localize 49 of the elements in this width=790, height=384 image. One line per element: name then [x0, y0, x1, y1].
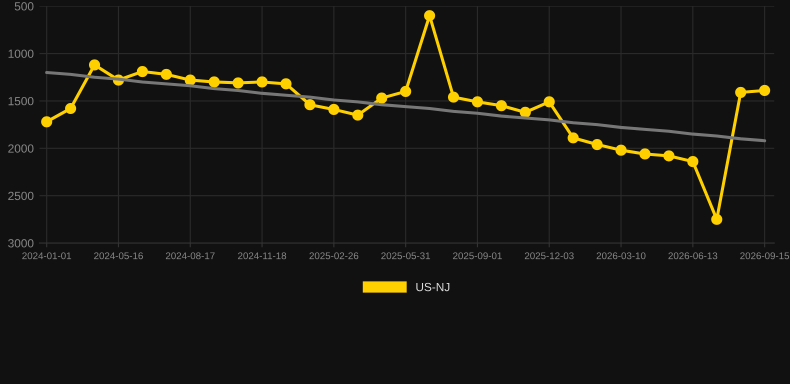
point: [184, 74, 196, 86]
point: [424, 10, 436, 22]
y-tick-label: 500: [14, 2, 34, 11]
x-tick-label: 2025-12-03: [524, 252, 574, 260]
point: [711, 214, 722, 225]
x-tick-label: 2024-11-18: [238, 252, 286, 260]
point: [615, 144, 627, 156]
point: [88, 59, 100, 70]
x-tick-label: 2026-09-15: [740, 252, 790, 260]
point: [352, 110, 364, 121]
point: [208, 76, 220, 88]
x-tick-label: 2025-05-31: [381, 252, 430, 260]
x-tick-label: 2026-03-10: [596, 252, 646, 260]
point: [663, 150, 674, 162]
point: [735, 86, 746, 98]
y-tick-label: 3000: [8, 239, 34, 248]
y-tick-label: 2000: [8, 144, 34, 153]
point: [232, 77, 244, 88]
point: [472, 96, 484, 108]
point: [687, 156, 698, 168]
point: [448, 92, 460, 103]
point: [568, 132, 579, 144]
point: [304, 99, 316, 110]
point: [41, 116, 52, 128]
x-tick-label: 2026-06-13: [668, 252, 718, 260]
point: [544, 96, 555, 108]
x-tick-label: 2024-05-16: [94, 252, 143, 260]
point: [256, 76, 268, 88]
point: [639, 148, 651, 160]
point: [759, 84, 770, 96]
point: [65, 102, 76, 114]
point: [160, 68, 172, 80]
line-series: [45, 70, 766, 142]
x-tick-label: 2025-09-01: [453, 252, 502, 260]
point: [328, 104, 340, 115]
y-tick-label: 1000: [8, 50, 34, 58]
y-tick-label: 1500: [8, 96, 34, 106]
point: [520, 106, 531, 118]
point: [400, 86, 412, 97]
y-tick-label: 2500: [8, 192, 34, 200]
point: [280, 78, 292, 90]
point: [136, 66, 148, 78]
point: [592, 138, 603, 150]
x-tick-label: 2024-01-01: [22, 252, 72, 260]
x-tick-label: 2024-08-17: [166, 252, 215, 260]
legend-label: US-NJ: [416, 282, 450, 292]
point: [496, 100, 507, 112]
x-tick-label: 2025-02-26: [309, 252, 358, 260]
point: [376, 92, 388, 104]
